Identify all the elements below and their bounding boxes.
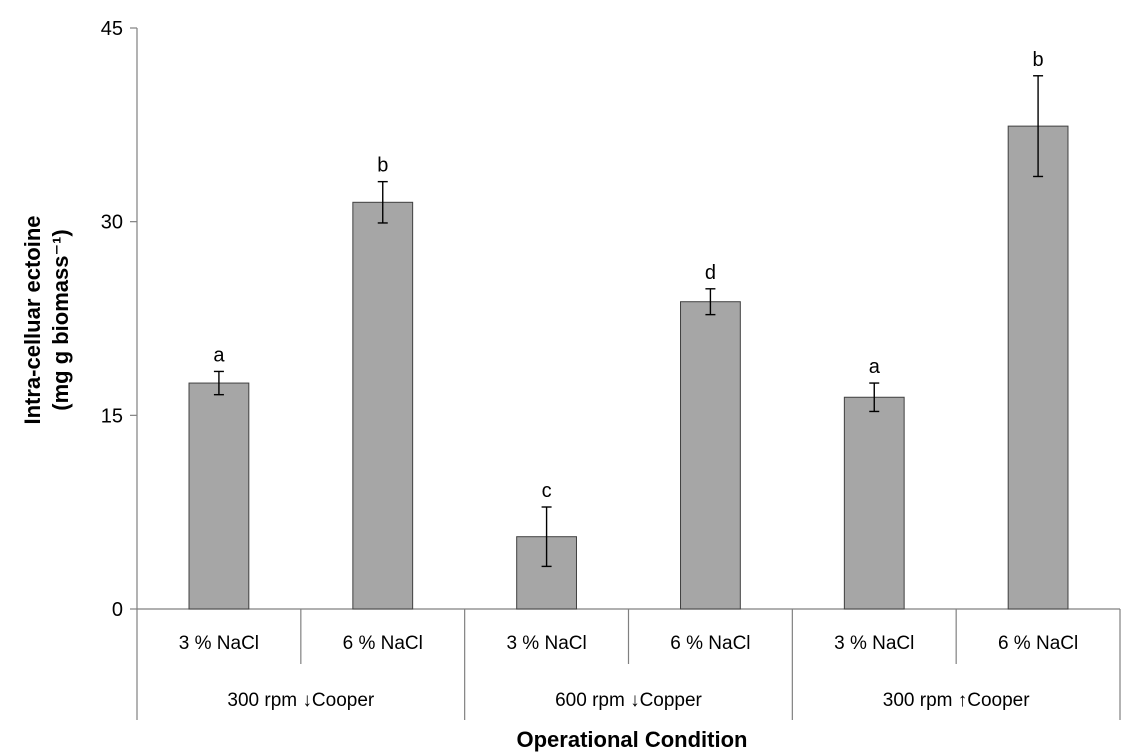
- group-label: 300 rpm ↓Cooper: [227, 690, 374, 711]
- bars: [188, 75, 1069, 610]
- significance-letter: a: [869, 356, 881, 378]
- bar: [352, 201, 414, 610]
- bar: [1007, 125, 1069, 610]
- y-axis-title-line-2: (mg g biomass⁻¹): [48, 229, 73, 411]
- y-tick-label: 15: [101, 405, 123, 427]
- labels: 3 % NaCl 6 % NaCl 3 % NaCl 6 % NaCl 3 % NaCl…: [179, 49, 1078, 711]
- group-label: 600 rpm ↓Copper: [555, 690, 702, 711]
- y-tick-label: 30: [101, 212, 123, 234]
- category-label: 6 % NaCl: [343, 633, 423, 654]
- x-axis-title: Operational Condition: [517, 727, 748, 752]
- x-axis: [136, 608, 1121, 720]
- category-label: 6 % NaCl: [670, 633, 750, 654]
- bar: [188, 382, 250, 610]
- y-tick-label: 45: [101, 18, 123, 40]
- bar: [680, 301, 741, 610]
- category-label: 6 % NaCl: [998, 633, 1078, 654]
- y-axis: 0 15 30 45: [101, 18, 138, 621]
- category-label: 3 % NaCl: [179, 633, 259, 654]
- significance-letter: c: [542, 480, 552, 502]
- y-tick-label: 0: [112, 599, 123, 621]
- significance-letter: a: [213, 344, 225, 366]
- group-label: 300 rpm ↑Cooper: [883, 690, 1030, 711]
- bar: [843, 396, 905, 610]
- significance-letter: d: [705, 262, 716, 284]
- category-label: 3 % NaCl: [506, 633, 586, 654]
- category-label: 3 % NaCl: [834, 633, 914, 654]
- significance-letter: b: [1033, 49, 1044, 71]
- significance-letter: b: [377, 155, 388, 177]
- y-axis-title-line-1: Intra-celluar ectoine: [20, 215, 45, 424]
